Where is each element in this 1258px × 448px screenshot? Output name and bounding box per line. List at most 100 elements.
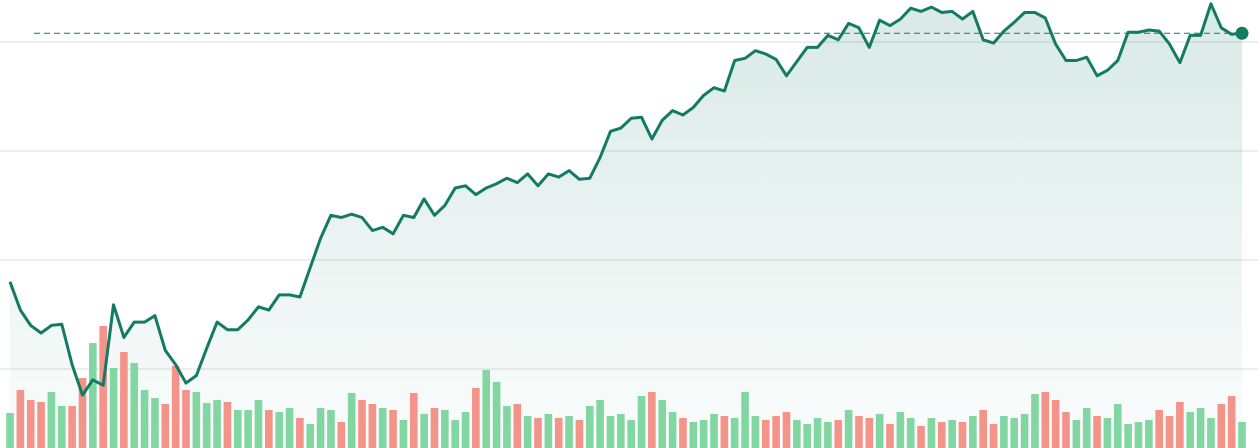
volume-bar bbox=[378, 408, 387, 448]
volume-bar bbox=[958, 422, 967, 448]
price-area bbox=[10, 3, 1242, 448]
volume-bar bbox=[979, 410, 987, 448]
volume-bar bbox=[389, 410, 397, 448]
volume-bar bbox=[1238, 422, 1246, 448]
volume-bar bbox=[89, 343, 97, 448]
volume-bar bbox=[844, 410, 853, 448]
volume-bar bbox=[575, 420, 584, 448]
volume-bar bbox=[472, 388, 480, 448]
volume-bar bbox=[855, 416, 863, 448]
volume-bar bbox=[1113, 404, 1122, 448]
volume-bar bbox=[1093, 416, 1101, 448]
volume-bar bbox=[730, 418, 739, 448]
volume-bar bbox=[544, 414, 553, 448]
volume-bar bbox=[689, 422, 698, 448]
volume-bar bbox=[213, 400, 221, 448]
volume-bar bbox=[358, 400, 366, 448]
volume-bar bbox=[275, 412, 283, 448]
volume-bar bbox=[1103, 418, 1112, 448]
volume-bar bbox=[1041, 392, 1050, 448]
volume-bar bbox=[265, 410, 273, 448]
volume-bar bbox=[834, 420, 843, 448]
volume-bar bbox=[554, 418, 563, 448]
volume-bar bbox=[534, 418, 542, 448]
volume-bar bbox=[26, 400, 35, 448]
volume-bar bbox=[492, 382, 501, 448]
volume-bar bbox=[337, 422, 346, 448]
volume-bar bbox=[803, 424, 811, 448]
volume-bar bbox=[585, 406, 594, 448]
volume-bar bbox=[824, 422, 832, 448]
volume-bar bbox=[948, 420, 956, 448]
volume-bar bbox=[772, 416, 780, 448]
volume-bar bbox=[254, 400, 263, 448]
volume-bar bbox=[1010, 418, 1019, 448]
volume-bar bbox=[244, 410, 252, 448]
volume-bar bbox=[523, 416, 532, 448]
volume-bar bbox=[327, 410, 335, 448]
volume-bar bbox=[596, 400, 604, 448]
volume-bar bbox=[710, 414, 718, 448]
volume-bar bbox=[617, 414, 625, 448]
volume-bar bbox=[1072, 420, 1081, 448]
volume-bar bbox=[637, 396, 646, 448]
volume-bar bbox=[865, 418, 874, 448]
volume-bar bbox=[513, 404, 522, 448]
volume-bar bbox=[751, 416, 760, 448]
volume-bar bbox=[482, 370, 491, 448]
volume-bar bbox=[813, 418, 822, 448]
volume-bar bbox=[886, 424, 894, 448]
volume-bar bbox=[6, 413, 14, 448]
volume-bar bbox=[1020, 414, 1029, 448]
volume-bar bbox=[969, 416, 977, 448]
volume-bar bbox=[368, 404, 377, 448]
volume-bar bbox=[171, 366, 180, 448]
volume-bar bbox=[1000, 416, 1008, 448]
volume-bar bbox=[78, 378, 87, 448]
volume-bar bbox=[1217, 404, 1226, 448]
volume-bar bbox=[151, 398, 159, 448]
volume-bar bbox=[1155, 410, 1163, 448]
volume-bar bbox=[441, 410, 449, 448]
volume-bar bbox=[430, 408, 439, 448]
volume-bar bbox=[679, 418, 687, 448]
volume-bar bbox=[875, 414, 884, 448]
volume-bar bbox=[1062, 412, 1070, 448]
volume-bar bbox=[399, 420, 408, 448]
volume-bar bbox=[1207, 418, 1215, 448]
volume-bar bbox=[1124, 424, 1132, 448]
volume-bar bbox=[1186, 412, 1195, 448]
volume-bar bbox=[285, 408, 294, 448]
volume-bar bbox=[306, 424, 315, 448]
volume-bar bbox=[565, 416, 573, 448]
volume-bar bbox=[989, 424, 998, 448]
volume-bar bbox=[130, 363, 139, 448]
volume-bar bbox=[99, 326, 107, 448]
volume-bar bbox=[420, 414, 428, 448]
volume-bar bbox=[1196, 408, 1205, 448]
volume-bar bbox=[409, 393, 418, 448]
volume-bar bbox=[182, 390, 190, 448]
volume-bar bbox=[917, 426, 925, 448]
volume-bar bbox=[140, 390, 149, 448]
volume-bar bbox=[161, 404, 170, 448]
volume-bar bbox=[937, 422, 946, 448]
price-line bbox=[8, 2, 1243, 397]
volume-bar bbox=[699, 420, 708, 448]
volume-bar bbox=[1227, 396, 1236, 448]
volume-bar bbox=[503, 406, 511, 448]
volume-bar bbox=[316, 408, 325, 448]
volume-bar bbox=[223, 402, 232, 448]
volume-bar bbox=[68, 406, 76, 448]
volume-bar bbox=[461, 412, 470, 448]
volume-bar bbox=[1031, 394, 1039, 448]
volume-bar bbox=[1176, 402, 1184, 448]
volume-bar bbox=[606, 416, 615, 448]
volume-bar bbox=[1051, 400, 1060, 448]
volume-bar bbox=[233, 410, 242, 448]
volume-bar bbox=[648, 392, 656, 448]
volume-bar bbox=[761, 420, 770, 448]
volume-bar bbox=[658, 400, 667, 448]
volume-bar bbox=[16, 390, 25, 448]
volume-bar bbox=[120, 352, 128, 448]
